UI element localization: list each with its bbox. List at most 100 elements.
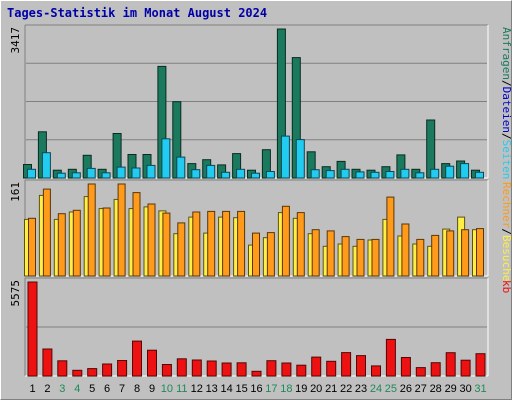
bar-seiten-day-7: [116, 166, 126, 179]
x-tick-label-day: 11: [176, 383, 187, 395]
bar-kb-day-10: [161, 364, 172, 377]
bar-besuche-day-25: [386, 196, 395, 277]
bar-kb-day-29: [445, 352, 456, 377]
bar-seiten-day-19: [295, 139, 305, 179]
x-tick-label-day: 3: [59, 383, 65, 395]
bar-besuche-day-21: [326, 230, 335, 277]
bar-seiten-day-8: [131, 167, 141, 179]
bar-seiten-day-13: [206, 164, 216, 179]
x-tick-label-day: 6: [104, 383, 110, 395]
bar-kb-day-31: [475, 353, 486, 377]
x-tick-label-day: 22: [340, 383, 352, 395]
bar-besuche-day-28: [431, 234, 440, 277]
bar-seiten-day-15: [236, 168, 246, 179]
bar-seiten-day-21: [325, 170, 335, 179]
bar-kb-day-19: [296, 364, 307, 377]
bar-seiten-day-30: [460, 163, 470, 179]
bar-besuche-day-31: [476, 228, 484, 277]
x-tick-label-day: 18: [280, 383, 292, 395]
bar-kb-day-12: [191, 359, 202, 377]
bar-kb-day-11: [176, 358, 187, 377]
bar-kb-day-5: [87, 368, 98, 377]
x-tick-label-day: 20: [310, 383, 322, 395]
x-tick-label-day: 1: [29, 383, 35, 395]
bar-besuche-day-20: [311, 229, 320, 277]
x-tick-label-day: 29: [445, 383, 457, 395]
x-tick-label-day: 9: [149, 383, 155, 395]
x-tick-label-day: 25: [385, 383, 397, 395]
bar-besuche-day-8: [132, 192, 141, 277]
bar-besuche-day-15: [237, 210, 246, 277]
x-tick-label-day: 2: [44, 383, 50, 395]
y-axis-max-label: 5575: [9, 280, 22, 307]
bar-besuche-day-2: [42, 188, 51, 277]
bar-seiten-day-14: [221, 171, 231, 179]
bar-seiten-day-24: [370, 171, 380, 179]
bar-seiten-day-18: [280, 135, 290, 179]
bar-besuche-day-23: [356, 238, 365, 277]
bar-seiten-day-2: [41, 152, 51, 179]
bar-kb-day-22: [341, 352, 352, 377]
bar-seiten-day-1: [27, 168, 36, 179]
bar-seiten-day-16: [251, 172, 260, 179]
x-tick-label-day: 7: [119, 383, 125, 395]
bar-kb-day-3: [57, 360, 68, 377]
bar-seiten-day-10: [161, 138, 171, 179]
bar-kb-day-6: [102, 363, 113, 377]
legend-part: Seiten: [500, 140, 512, 180]
bar-besuche-day-7: [117, 183, 126, 277]
x-tick-label-day: 31: [474, 383, 486, 395]
bar-kb-day-7: [117, 360, 128, 377]
y-axis-max-label: 161: [9, 182, 22, 202]
bar-besuche-day-29: [446, 230, 455, 277]
bar-kb-day-4: [72, 369, 83, 377]
x-tick-label-day: 15: [235, 383, 247, 395]
chart-title: Tages-Statistik im Monat August 2024: [7, 6, 268, 20]
x-tick-label-day: 27: [415, 383, 427, 395]
x-tick-label-day: 4: [74, 383, 80, 395]
legend-part: Besuche: [500, 235, 512, 281]
series-legend-label: kb: [500, 280, 512, 293]
bar-seiten-day-28: [430, 168, 440, 179]
bar-seiten-day-6: [101, 172, 111, 179]
bar-kb-day-28: [430, 362, 441, 377]
bar-seiten-day-4: [71, 172, 81, 179]
x-tick-label-day: 8: [134, 383, 140, 395]
bar-kb-day-15: [236, 362, 247, 377]
bar-seiten-day-22: [340, 168, 350, 179]
bar-besuche-day-16: [252, 232, 260, 277]
bar-besuche-day-9: [147, 203, 156, 277]
bar-besuche-day-6: [102, 207, 111, 277]
bar-kb-day-18: [281, 362, 292, 377]
bar-kb-day-13: [206, 360, 217, 377]
y-axis-max-label: 3417: [9, 27, 22, 54]
bar-seiten-day-20: [310, 169, 320, 179]
bar-kb-day-8: [132, 340, 142, 377]
bar-besuche-day-19: [296, 212, 305, 277]
bar-besuche-day-14: [222, 210, 231, 277]
bar-kb-day-23: [356, 355, 366, 377]
bar-besuche-day-18: [281, 205, 290, 277]
bar-kb-day-2: [42, 348, 53, 377]
legend-part: /: [500, 133, 512, 140]
x-tick-label-day: 30: [459, 383, 471, 395]
bar-seiten-day-29: [445, 165, 455, 179]
x-tick-label-day: 17: [265, 383, 277, 395]
legend-part: Anfragen: [500, 27, 512, 80]
bar-seiten-day-31: [475, 171, 484, 179]
bar-besuche-day-12: [192, 211, 201, 277]
bar-seiten-day-25: [385, 171, 395, 179]
bar-kb-day-14: [221, 362, 232, 377]
bar-besuche-day-3: [57, 213, 66, 277]
bar-seiten-day-27: [415, 172, 425, 179]
bar-besuche-day-22: [341, 236, 350, 277]
bar-seiten-day-5: [86, 167, 96, 179]
bar-kb-day-26: [400, 357, 411, 377]
bar-besuche-day-24: [371, 238, 380, 277]
bar-besuche-day-5: [87, 183, 96, 277]
bar-besuche-day-13: [207, 210, 216, 277]
bar-besuche-day-1: [28, 217, 36, 277]
series-legend-label: Anfragen/Dateien/Seiten: [500, 27, 512, 179]
bar-kb-day-16: [251, 370, 262, 377]
bar-besuche-day-17: [266, 232, 275, 277]
